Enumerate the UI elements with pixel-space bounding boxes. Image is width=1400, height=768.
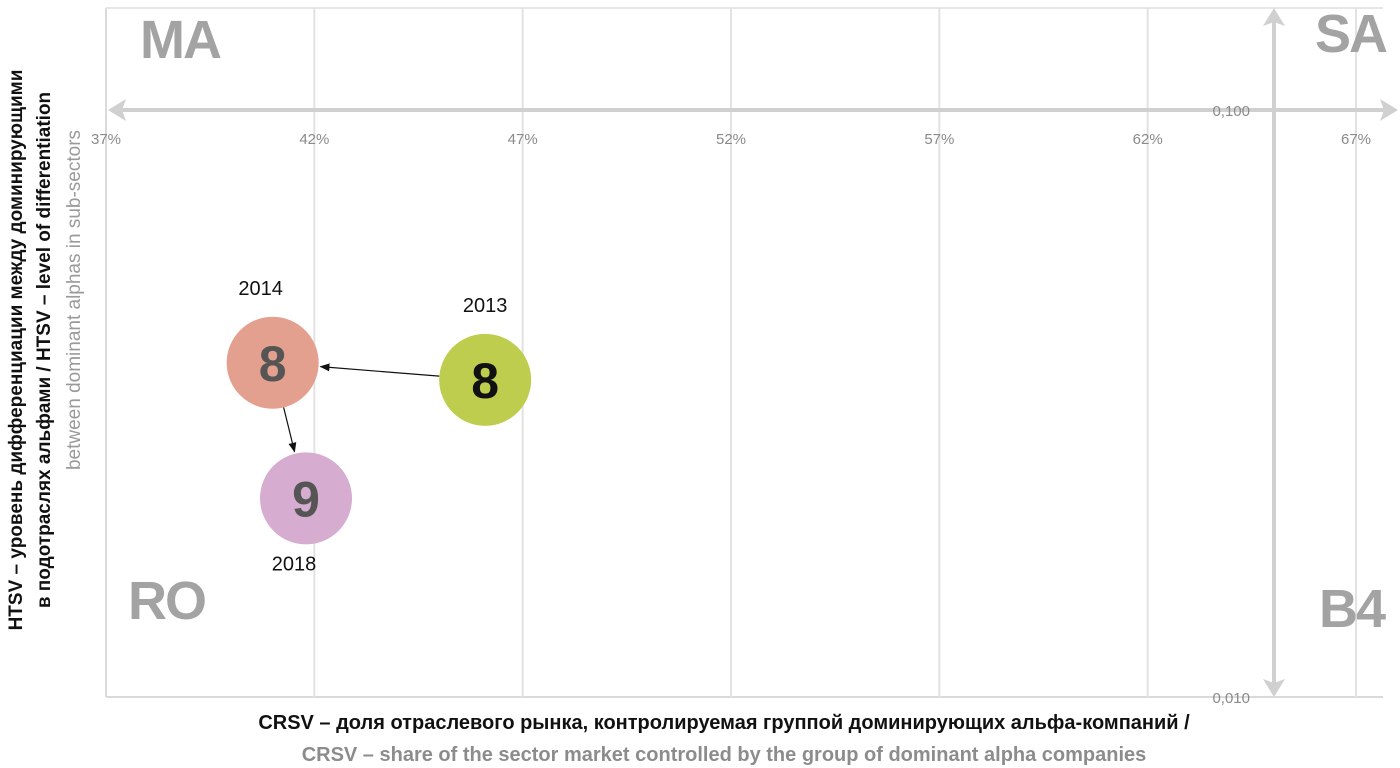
data-point-year-label: 2018	[272, 553, 317, 575]
y-axis-arrow	[1263, 8, 1285, 697]
x-tick-label: 62%	[1133, 131, 1163, 148]
y-axis-title-line2-group: в подотраслях альфами / HTSV – level of …	[34, 92, 55, 608]
x-axis-arrow	[108, 99, 1398, 121]
data-point-year-label: 2014	[238, 278, 283, 300]
data-point-year-label: 2013	[463, 295, 508, 317]
data-point-bubble	[260, 452, 352, 545]
y-axis-title-en: between dominant alphas in sub-sectors	[64, 130, 85, 470]
y-tick-label: 0,100	[1212, 103, 1250, 120]
quadrant-label-bottom-left: RO	[128, 571, 205, 631]
x-tick-label: 37%	[91, 131, 121, 148]
x-axis-title-ru: CRSV – доля отраслевого рынка, контролир…	[258, 712, 1190, 734]
y-axis-title-line3-group: between dominant alphas in sub-sectors	[64, 130, 85, 470]
y-axis-title-ru-line2: в подотраслях альфами / HTSV – level of …	[34, 92, 55, 608]
x-tick-labels: 37% 42% 47% 52% 57% 62% 67%	[91, 131, 1371, 148]
x-tick-label: 47%	[508, 131, 538, 148]
data-points: 8 2013 8 2014 9 2018	[226, 278, 532, 575]
data-point-value: 8	[259, 336, 287, 392]
data-point-value: 8	[471, 353, 499, 409]
x-axis-title-en: CRSV – share of the sector market contro…	[302, 744, 1147, 766]
data-point-bubble	[439, 333, 532, 426]
y-axis-title-ru-line1: HTSV – уровень дифференциации между доми…	[6, 70, 27, 631]
trajectory-arrow	[319, 363, 440, 377]
data-point-bubble	[226, 316, 319, 409]
y-tick-label: 0,010	[1212, 690, 1250, 707]
x-tick-label: 42%	[299, 131, 329, 148]
data-point-value: 9	[292, 471, 320, 527]
quadrant-label-top-right: SA	[1315, 4, 1387, 64]
quadrant-label-bottom-right: B4	[1319, 579, 1386, 639]
x-tick-label: 52%	[716, 131, 746, 148]
y-tick-labels: 0,100 0,010	[1212, 103, 1250, 707]
trajectory-arrows	[283, 363, 440, 453]
vertical-gridlines	[313, 8, 1357, 697]
quadrant-label-top-left: MA	[140, 10, 221, 70]
trajectory-arrow	[283, 407, 297, 453]
x-tick-label: 57%	[924, 131, 954, 148]
y-axis-title: HTSV – уровень дифференциации между доми…	[6, 70, 27, 631]
x-tick-label: 67%	[1341, 131, 1371, 148]
